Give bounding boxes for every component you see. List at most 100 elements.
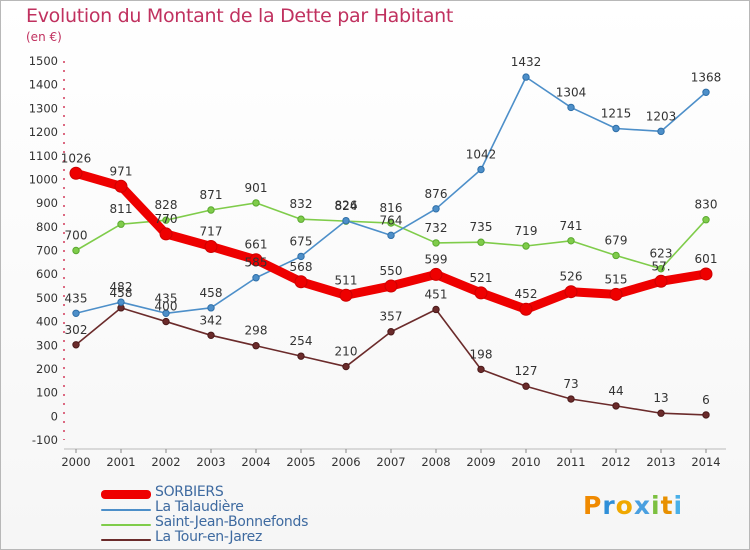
data-point	[477, 365, 485, 374]
data-point	[387, 231, 395, 240]
data-label: 458	[110, 286, 133, 300]
legend-label: Saint-Jean-Bonnefonds	[155, 514, 309, 530]
y-tick-label: 1300	[29, 101, 58, 115]
data-point	[567, 103, 575, 112]
data-point	[567, 395, 575, 403]
logo-letter: t	[660, 491, 674, 520]
legend-label: La Tour-en-Jarez	[155, 529, 262, 545]
y-tick-label: 1000	[29, 172, 58, 186]
data-point	[657, 265, 665, 273]
data-label: 1203	[646, 109, 677, 123]
data-point	[609, 287, 623, 301]
data-point	[702, 216, 710, 224]
data-point	[252, 199, 260, 207]
chart-title: Evolution du Montant de la Dette par Hab…	[26, 5, 454, 27]
data-point	[474, 286, 488, 300]
data-point	[114, 179, 128, 193]
data-label: 357	[380, 310, 403, 324]
data-point	[612, 251, 620, 260]
data-label: 511	[335, 273, 358, 287]
data-point	[702, 88, 710, 96]
data-label: 601	[695, 252, 718, 266]
data-point	[342, 216, 350, 225]
data-point	[429, 267, 443, 281]
data-label: 741	[560, 219, 583, 233]
data-point	[162, 309, 170, 317]
data-point	[657, 127, 665, 136]
logo-letter: i	[673, 491, 684, 520]
data-point	[159, 227, 173, 241]
data-label: 57.	[651, 259, 670, 273]
data-label: 832	[290, 197, 313, 211]
y-tick-label: 800	[36, 220, 58, 234]
legend-swatch	[101, 509, 151, 511]
data-label: 302	[65, 323, 88, 337]
data-point	[207, 331, 215, 340]
data-point	[294, 275, 308, 289]
y-tick-label: 1500	[29, 54, 58, 68]
y-tick-label: 1400	[29, 78, 58, 92]
data-point	[432, 239, 440, 247]
x-tick-label: 2000	[61, 455, 90, 469]
y-tick-label: 1200	[29, 125, 58, 139]
logo-letter: o	[615, 491, 634, 520]
data-point	[72, 309, 80, 317]
data-label: 719	[515, 224, 538, 238]
data-label: 298	[245, 324, 268, 338]
x-tick-label: 2004	[241, 455, 270, 469]
legend-label: SORBIERS	[155, 484, 224, 500]
data-label: 13	[653, 391, 668, 405]
y-tick-label: 500	[36, 291, 58, 305]
x-tick-label: 2014	[691, 455, 720, 469]
data-label: 623	[650, 247, 673, 261]
data-point	[612, 124, 620, 133]
legend-swatch	[101, 539, 151, 541]
data-point	[522, 73, 530, 81]
x-tick-label: 2008	[421, 455, 450, 469]
data-label: 830	[695, 198, 718, 212]
data-point	[69, 166, 83, 180]
data-label: 435	[65, 291, 88, 305]
data-point	[564, 285, 578, 299]
data-label: 435	[155, 291, 178, 305]
data-label: 73	[563, 377, 578, 391]
data-point	[384, 279, 398, 293]
data-point	[204, 239, 218, 253]
data-label: 521	[470, 271, 493, 285]
data-point	[72, 341, 80, 349]
data-point	[162, 317, 170, 326]
data-point	[297, 215, 305, 223]
data-label: 824	[335, 199, 358, 213]
data-point	[252, 342, 260, 350]
data-label: 700	[65, 229, 88, 243]
data-point	[477, 238, 485, 246]
y-tick-label: 300	[36, 338, 58, 352]
data-point	[297, 252, 305, 261]
data-label: 1304	[556, 85, 587, 99]
data-label: 44	[608, 384, 623, 398]
data-point	[522, 382, 530, 390]
data-label: 1432	[511, 55, 542, 69]
series-line	[75, 307, 707, 416]
legend-label: La Talaudière	[155, 499, 244, 515]
y-tick-label: 100	[36, 386, 58, 400]
data-label: 826	[335, 199, 358, 213]
data-label: 661	[245, 238, 268, 252]
y-tick-label: 600	[36, 267, 58, 281]
logo-letter: x	[633, 491, 651, 520]
data-point	[72, 246, 80, 255]
data-label: 735	[470, 220, 493, 234]
data-label: 342	[200, 313, 223, 327]
x-tick-label: 2009	[466, 455, 495, 469]
data-label: 876	[425, 187, 448, 201]
logo-letter: i	[651, 491, 661, 520]
data-point	[477, 165, 485, 174]
data-label: 210	[335, 345, 358, 359]
data-point	[117, 220, 125, 228]
y-tick-label: -100	[32, 433, 58, 447]
data-label: 400	[155, 300, 178, 314]
data-label: 816	[380, 201, 403, 215]
x-tick-label: 2002	[151, 455, 180, 469]
